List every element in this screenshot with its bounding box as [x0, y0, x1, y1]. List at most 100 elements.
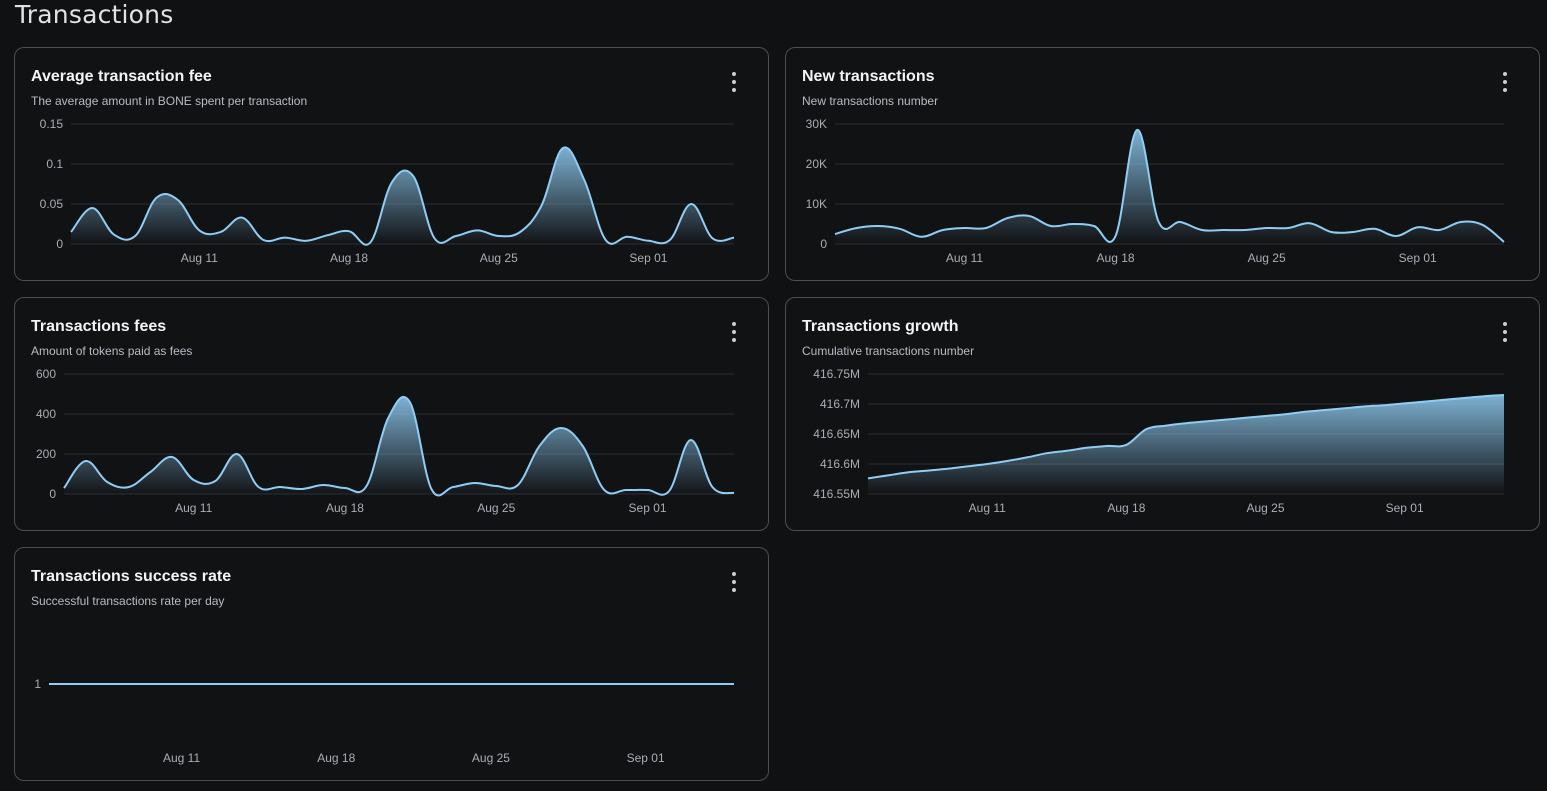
data-point[interactable]: [905, 469, 911, 475]
data-point[interactable]: [1199, 227, 1205, 233]
data-point[interactable]: [201, 681, 207, 687]
data-point[interactable]: [580, 443, 586, 449]
data-point[interactable]: [191, 477, 197, 483]
series-line[interactable]: [63, 395, 735, 497]
chart-menu-button[interactable]: [1497, 72, 1513, 92]
data-point[interactable]: [132, 233, 138, 239]
data-point[interactable]: [1183, 420, 1189, 426]
data-point[interactable]: [474, 227, 480, 233]
data-point[interactable]: [832, 231, 838, 237]
data-point[interactable]: [1307, 220, 1313, 226]
data-point[interactable]: [623, 487, 629, 493]
data-point[interactable]: [1382, 402, 1388, 408]
data-point[interactable]: [154, 195, 160, 201]
data-point[interactable]: [126, 484, 132, 490]
chart-menu-button[interactable]: [726, 72, 742, 92]
data-point[interactable]: [1084, 445, 1090, 451]
data-point[interactable]: [1328, 229, 1334, 235]
data-point[interactable]: [709, 681, 715, 687]
data-point[interactable]: [601, 487, 607, 493]
series-line[interactable]: [70, 146, 735, 246]
data-point[interactable]: [223, 681, 229, 687]
data-point[interactable]: [1177, 219, 1183, 225]
data-point[interactable]: [1242, 227, 1248, 233]
data-point[interactable]: [1436, 227, 1442, 233]
data-point[interactable]: [245, 681, 251, 687]
data-point[interactable]: [466, 681, 472, 687]
data-point[interactable]: [1005, 215, 1011, 221]
data-point[interactable]: [428, 486, 434, 492]
data-point[interactable]: [493, 483, 499, 489]
data-point[interactable]: [1350, 229, 1356, 235]
data-point[interactable]: [1134, 127, 1140, 133]
data-point[interactable]: [687, 681, 693, 687]
data-point[interactable]: [496, 233, 502, 239]
data-point[interactable]: [488, 681, 494, 687]
data-point[interactable]: [1282, 411, 1288, 417]
data-point[interactable]: [515, 482, 521, 488]
data-point[interactable]: [1026, 213, 1032, 219]
data-point[interactable]: [854, 225, 860, 231]
data-point[interactable]: [624, 234, 630, 240]
data-point[interactable]: [320, 482, 326, 488]
data-point[interactable]: [940, 227, 946, 233]
data-point[interactable]: [444, 681, 450, 687]
data-point[interactable]: [377, 681, 383, 687]
data-point[interactable]: [1342, 405, 1348, 411]
data-point[interactable]: [311, 681, 317, 687]
data-point[interactable]: [666, 488, 672, 494]
data-point[interactable]: [90, 681, 96, 687]
data-point[interactable]: [865, 475, 871, 481]
data-point[interactable]: [333, 681, 339, 687]
data-point[interactable]: [410, 173, 416, 179]
data-point[interactable]: [1501, 239, 1507, 245]
data-point[interactable]: [175, 197, 181, 203]
data-point[interactable]: [179, 681, 185, 687]
data-point[interactable]: [983, 225, 989, 231]
data-point[interactable]: [1302, 409, 1308, 415]
data-point[interactable]: [688, 201, 694, 207]
data-point[interactable]: [364, 483, 370, 489]
data-point[interactable]: [645, 238, 651, 244]
data-point[interactable]: [432, 235, 438, 241]
data-point[interactable]: [68, 229, 74, 235]
data-point[interactable]: [1123, 442, 1129, 448]
data-point[interactable]: [576, 681, 582, 687]
data-point[interactable]: [104, 479, 110, 485]
data-point[interactable]: [964, 463, 970, 469]
data-point[interactable]: [1203, 418, 1209, 424]
data-point[interactable]: [1441, 397, 1447, 403]
data-point[interactable]: [260, 237, 266, 243]
data-point[interactable]: [342, 485, 348, 491]
data-point[interactable]: [554, 681, 560, 687]
data-point[interactable]: [918, 234, 924, 240]
data-point[interactable]: [560, 145, 566, 151]
data-point[interactable]: [355, 681, 361, 687]
data-point[interactable]: [510, 681, 516, 687]
data-point[interactable]: [134, 681, 140, 687]
data-point[interactable]: [83, 458, 89, 464]
series-line[interactable]: [867, 394, 1505, 480]
data-point[interactable]: [643, 681, 649, 687]
data-point[interactable]: [897, 226, 903, 232]
data-point[interactable]: [1163, 423, 1169, 429]
chart-menu-button[interactable]: [726, 322, 742, 342]
data-point[interactable]: [46, 681, 52, 687]
data-point[interactable]: [665, 681, 671, 687]
data-point[interactable]: [885, 472, 891, 478]
data-point[interactable]: [1243, 415, 1249, 421]
data-point[interactable]: [1264, 225, 1270, 231]
chart-menu-button[interactable]: [1497, 322, 1513, 342]
data-point[interactable]: [532, 681, 538, 687]
data-point[interactable]: [61, 485, 67, 491]
data-point[interactable]: [539, 203, 545, 209]
series-line[interactable]: [834, 128, 1505, 244]
data-point[interactable]: [1156, 219, 1162, 225]
data-point[interactable]: [289, 681, 295, 687]
data-point[interactable]: [1458, 219, 1464, 225]
data-point[interactable]: [1479, 222, 1485, 228]
data-point[interactable]: [710, 235, 716, 241]
data-point[interactable]: [89, 205, 95, 211]
data-point[interactable]: [517, 229, 523, 235]
data-point[interactable]: [558, 425, 564, 431]
